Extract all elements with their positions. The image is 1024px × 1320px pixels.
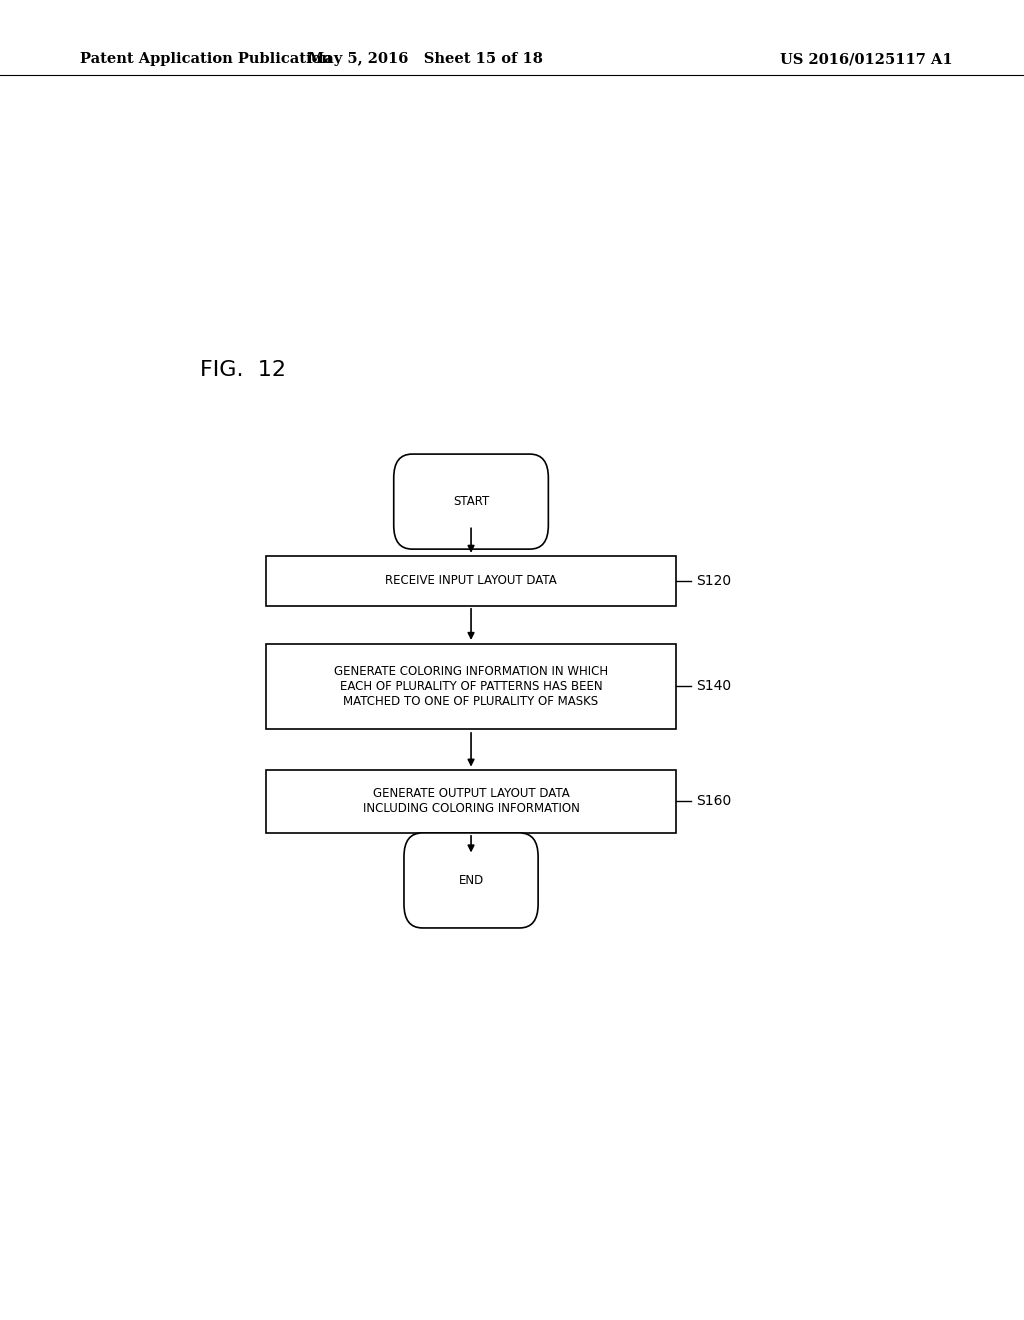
Bar [266,770,676,833]
FancyBboxPatch shape [403,833,539,928]
Text: END: END [459,874,483,887]
Bar [266,644,676,729]
Text: S140: S140 [696,680,731,693]
Text: START: START [453,495,489,508]
Text: RECEIVE INPUT LAYOUT DATA: RECEIVE INPUT LAYOUT DATA [385,574,557,587]
Bar [266,556,676,606]
Text: GENERATE OUTPUT LAYOUT DATA
INCLUDING COLORING INFORMATION: GENERATE OUTPUT LAYOUT DATA INCLUDING CO… [362,787,580,816]
Text: FIG.  12: FIG. 12 [200,359,286,380]
Text: S160: S160 [696,795,731,808]
Text: S120: S120 [696,574,731,587]
Text: Patent Application Publication: Patent Application Publication [80,53,332,66]
FancyBboxPatch shape [393,454,549,549]
Text: US 2016/0125117 A1: US 2016/0125117 A1 [779,53,952,66]
Text: May 5, 2016   Sheet 15 of 18: May 5, 2016 Sheet 15 of 18 [307,53,543,66]
Text: GENERATE COLORING INFORMATION IN WHICH
EACH OF PLURALITY OF PATTERNS HAS BEEN
MA: GENERATE COLORING INFORMATION IN WHICH E… [334,665,608,708]
